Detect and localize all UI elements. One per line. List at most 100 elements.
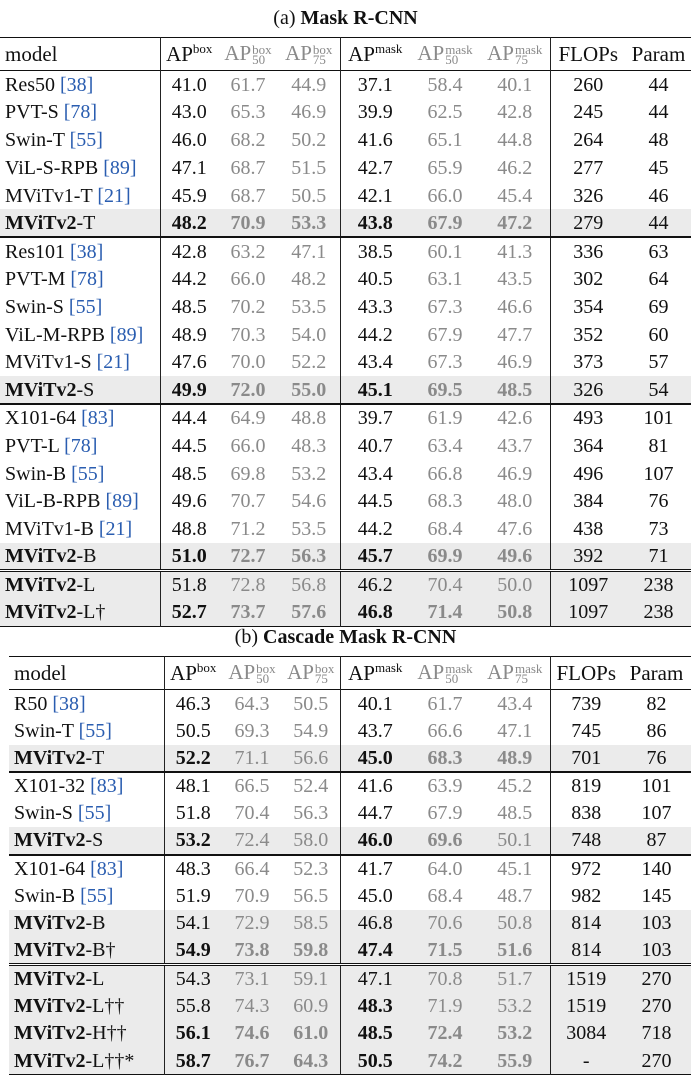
superscript-text: box	[252, 42, 272, 58]
table-row: MViTv2-L††* 58.7 76.7 64.3 50.5 74.2 55.9-270	[9, 1047, 691, 1075]
citation-link: [21]	[96, 351, 130, 374]
ap-box-75-cell: 53.2	[291, 462, 327, 485]
table-row: ViL-S-RPB [89] 47.1 68.7 51.5 42.7 65.9 46.2 27…	[0, 153, 691, 182]
column-header-ap-box50-main: AP	[224, 40, 252, 65]
param-cell: 86	[646, 719, 667, 742]
table-row: MViTv2-S 49.9 72.0 55.0 45.1 69.5 48.5 326 54	[0, 376, 691, 405]
ap-box-cell: 42.8	[159, 236, 218, 266]
ap-box-75-cell: 58.5	[282, 909, 340, 937]
table-row: MViTv2-B† 54.9 73.8 59.8 47.4 71.5 51.6 814 103	[9, 937, 691, 965]
ap-mask-50-cell: 61.9	[410, 403, 480, 432]
model-name-suffix: -L††	[85, 994, 125, 1017]
ap-mask-75-cell: 46.9	[497, 462, 533, 485]
model-name: Swin-B	[14, 884, 76, 907]
superscript-text: box	[256, 661, 276, 677]
ap-mask-75-cell: 48.9	[480, 744, 550, 772]
ap-box-50-cell: 69.8	[230, 462, 266, 485]
model-name-bold: MViTv2	[5, 378, 77, 401]
ap-mask-75-cell: 51.7	[480, 963, 550, 992]
model-name-suffix: -L	[76, 574, 96, 597]
ap-mask-50-cell: 69.9	[410, 543, 480, 571]
ap-box-cell: 53.2	[163, 827, 222, 855]
ap-box-cell: 48.8	[159, 515, 218, 544]
model-name-suffix: -S	[76, 378, 95, 401]
model-name-cell: MViTv2-H††	[9, 1019, 164, 1047]
ap-box-50-cell: 71.2	[230, 518, 266, 541]
ap-box-50-cell: 64.9	[218, 403, 278, 432]
flops-cell: 373	[549, 348, 626, 377]
ap-box-cell: 54.3	[163, 963, 222, 992]
param-cell: 73	[648, 518, 669, 541]
ap-mask-75-cell: 50.0	[480, 569, 550, 599]
ap-box-50-cell: 70.2	[230, 295, 266, 318]
ap-box-75-cell: 52.4	[282, 771, 340, 800]
param-cell: 103	[622, 937, 691, 965]
flops-cell: 364	[549, 431, 626, 460]
model-name-cell: Res101 [38]	[0, 236, 160, 266]
table-row: MViTv2-L 54.3 73.1 59.1 47.1 70.8 51.7 1519 270	[9, 963, 691, 992]
superscript-text: box	[192, 41, 213, 56]
table-row: PVT-M [78] 44.2 66.0 48.2 40.5 63.1 43.5 302 64	[0, 265, 691, 293]
param-cell: 103	[622, 909, 691, 937]
citation-link: [83]	[90, 857, 124, 880]
ap-mask-cell: 37.1	[339, 70, 410, 99]
ap-mask-50-cell: 63.4	[427, 434, 463, 457]
ap-mask-75-cell: 48.0	[497, 490, 533, 513]
flops-cell: 326	[549, 376, 626, 405]
param-cell: 44	[648, 73, 669, 96]
ap-box-50-cell: 70.4	[234, 802, 270, 825]
ap-mask-75-cell: 47.2	[480, 209, 550, 238]
ap-mask-50-cell: 60.1	[410, 236, 480, 266]
ap-mask-cell: 44.2	[339, 515, 410, 544]
param-cell: 82	[646, 692, 667, 715]
param-cell: 76	[648, 490, 669, 513]
ap-mask-75-cell: 47.7	[497, 323, 533, 346]
column-header-flops-label: FLOPs	[556, 661, 617, 685]
ap-box-50-cell: 66.0	[230, 434, 266, 457]
flops-cell: 392	[549, 543, 626, 571]
model-name-suffix: -B†	[85, 939, 116, 961]
ap-mask-cell: 50.5	[339, 1047, 410, 1075]
ap-box-cell: 49.6	[159, 487, 218, 516]
citation-link: [55]	[80, 884, 114, 907]
ap-mask-cell: 38.5	[339, 236, 410, 266]
column-header-ap-box75-scripts: box 75	[314, 661, 335, 687]
ap-mask-50-cell: 63.9	[410, 771, 480, 800]
column-header-ap-box75: AP box 75	[282, 657, 340, 690]
subscript-text: 75	[314, 671, 328, 687]
ap-mask-50-cell: 70.6	[410, 909, 480, 937]
flops-cell: 748	[549, 827, 622, 855]
ap-box-cell: 50.5	[163, 717, 222, 745]
ap-box-75-cell: 56.8	[278, 569, 340, 599]
citation-link: [38]	[70, 240, 104, 263]
ap-box-50-cell: 74.3	[222, 992, 282, 1020]
ap-box-cell: 44.4	[159, 403, 218, 432]
citation-link: [55]	[69, 128, 103, 151]
ap-mask-cell: 42.1	[339, 181, 410, 210]
model-name-cell: R50 [38]	[9, 690, 164, 718]
ap-mask-50-cell: 71.9	[410, 992, 480, 1020]
ap-box-75-cell: 61.0	[282, 1019, 340, 1047]
model-name-cell: Swin-S [55]	[9, 800, 164, 828]
model-name: Res50	[5, 73, 55, 96]
ap-mask-cell: 41.6	[339, 126, 410, 154]
ap-mask-cell: 46.0	[339, 827, 410, 855]
flops-cell: 1519	[549, 963, 622, 992]
column-header-model: model	[9, 657, 164, 690]
superscript-text: box	[314, 661, 335, 677]
model-name: ViL-B-RPB	[5, 490, 101, 513]
ap-box-75-cell: 58.0	[282, 827, 340, 855]
param-cell: 270	[622, 1047, 691, 1075]
flops-cell: 277	[549, 153, 626, 182]
flops-cell: 264	[549, 126, 626, 154]
ap-mask-50-cell: 67.3	[427, 295, 463, 318]
ap-box-75-cell: 53.5	[291, 518, 327, 541]
ap-mask-50-cell: 61.7	[427, 692, 463, 715]
param-cell: 60	[648, 323, 669, 346]
model-name-cell: MViTv2-L	[0, 569, 160, 599]
flops-cell: 819	[549, 771, 622, 800]
model-name: PVT-L	[5, 434, 60, 457]
ap-mask-cell: 43.3	[339, 292, 410, 321]
model-name-cell: MViTv2-B†	[9, 937, 164, 965]
ap-box-75-cell: 48.3	[291, 434, 327, 457]
